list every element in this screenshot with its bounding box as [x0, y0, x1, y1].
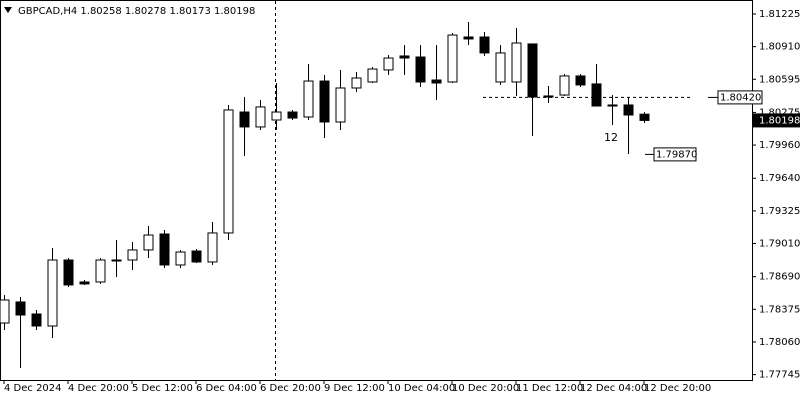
candle-body [367, 68, 378, 83]
x-tick-label: 4 Dec 20:00 [68, 383, 129, 394]
x-tick-label: 4 Dec 2024 [4, 383, 62, 394]
candle-body [191, 250, 202, 263]
annotation: 12 [604, 131, 618, 144]
candle-body [559, 75, 570, 96]
plot-frame [0, 0, 753, 381]
x-tick-label: 6 Dec 20:00 [260, 383, 321, 394]
candle-body [239, 111, 250, 128]
candle-body [431, 79, 442, 84]
candle-body [63, 259, 74, 286]
x-tick-label: 5 Dec 12:00 [132, 383, 193, 394]
candle-body [303, 80, 314, 118]
y-tick-label: 1.79010 [759, 239, 800, 250]
candle-body [463, 36, 474, 40]
candle-body [607, 104, 618, 107]
candle-body [447, 34, 458, 83]
candle-body [495, 52, 506, 83]
price-label-box [653, 147, 697, 162]
candle-body [15, 301, 26, 316]
y-tick-label: 1.78060 [759, 337, 800, 348]
candle-body [175, 251, 186, 266]
candle-body [479, 36, 490, 54]
price-label: 1.80420 [720, 92, 761, 103]
candle-body [319, 80, 330, 123]
y-tick-label: 1.79325 [759, 206, 800, 217]
candle-body [31, 313, 42, 327]
candle-body [591, 83, 602, 107]
x-tick-label: 12 Dec 20:00 [644, 383, 711, 394]
y-tick-label: 1.78375 [759, 304, 800, 315]
candle-body [111, 259, 122, 262]
candle-body [207, 232, 218, 263]
candle-body [575, 75, 586, 86]
candle-body [351, 77, 362, 89]
y-tick-label: 1.80595 [759, 74, 800, 85]
price-label: 1.79870 [656, 149, 697, 160]
chart-title: GBPCAD,H4 1.80258 1.80278 1.80173 1.8019… [18, 6, 255, 17]
candle-body [399, 55, 410, 59]
candle-body [0, 299, 10, 324]
current-price-box [753, 113, 800, 128]
candle-body [255, 106, 266, 128]
candle-body [127, 249, 138, 261]
x-tick-label: 10 Dec 20:00 [452, 383, 519, 394]
candle-body [159, 233, 170, 266]
candle-body [143, 234, 154, 251]
y-tick-label: 1.78690 [759, 272, 800, 283]
x-tick-label: 12 Dec 04:00 [580, 383, 647, 394]
candle-body [527, 43, 538, 98]
candle-body [383, 57, 394, 71]
candle-body [95, 259, 106, 283]
candle-body [79, 281, 90, 285]
candle-body [47, 259, 58, 327]
y-tick-label: 1.79640 [759, 173, 800, 184]
candle-body [543, 95, 554, 98]
y-tick-label: 1.77745 [759, 370, 800, 381]
y-tick-label: 1.80910 [759, 42, 800, 53]
candle-body [223, 109, 234, 234]
candle-body [335, 87, 346, 123]
candle-body [271, 111, 282, 121]
y-tick-label: 1.79960 [759, 140, 800, 151]
x-tick-label: 9 Dec 12:00 [324, 383, 385, 394]
candle-body [623, 104, 634, 116]
candle-body [287, 111, 298, 119]
y-tick-label: 1.81225 [759, 9, 800, 20]
x-tick-label: 10 Dec 04:00 [388, 383, 455, 394]
current-price-label: 1.80198 [759, 115, 800, 126]
candle-body [415, 56, 426, 83]
price-label-box [717, 90, 763, 105]
title-arrow [4, 7, 12, 13]
x-tick-label: 6 Dec 04:00 [196, 383, 257, 394]
x-tick-label: 11 Dec 12:00 [516, 383, 583, 394]
candle-body [511, 42, 522, 83]
candle-body [639, 113, 650, 121]
y-tick-label: 1.80275 [759, 107, 800, 118]
